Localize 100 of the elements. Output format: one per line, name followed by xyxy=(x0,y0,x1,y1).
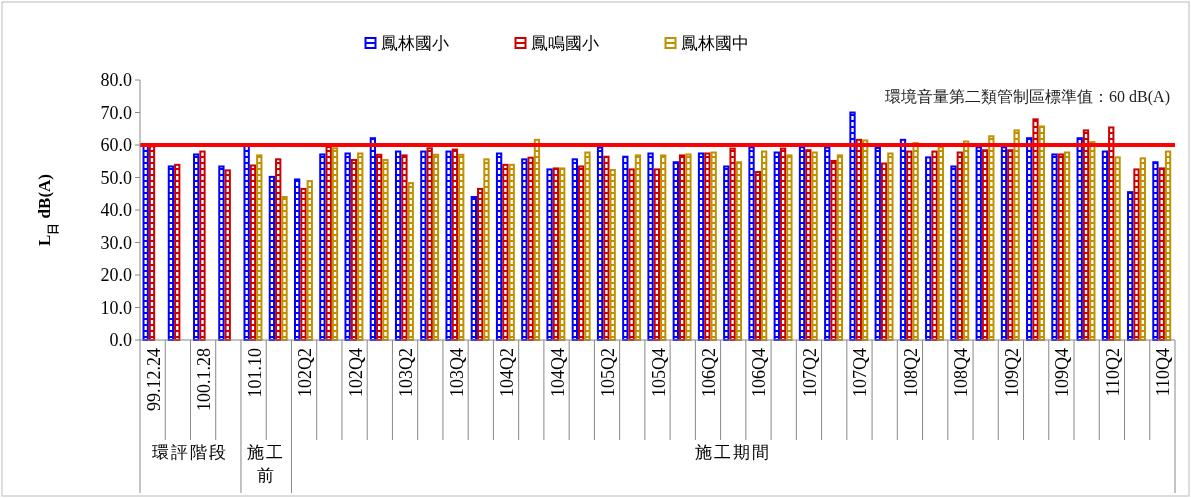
bar xyxy=(779,147,787,341)
x-tick-label: 100.1.28 xyxy=(194,348,215,411)
bar xyxy=(672,161,679,341)
text: 環評階段 xyxy=(152,443,229,462)
bar xyxy=(281,196,288,341)
bar xyxy=(275,158,282,341)
x-tick-label: 99.12.24 xyxy=(143,348,164,411)
y-tick-label: 60.0 xyxy=(100,135,132,155)
bar xyxy=(798,146,806,341)
bar xyxy=(495,152,503,341)
bar xyxy=(445,150,452,341)
x-tick-label: 105Q2 xyxy=(598,348,619,397)
bar xyxy=(1051,153,1058,341)
bar xyxy=(584,151,591,341)
bar xyxy=(855,138,862,341)
y-tick-label: 70.0 xyxy=(100,102,132,123)
bar xyxy=(975,146,982,341)
legend-label: 鳳林國小 xyxy=(380,34,449,53)
bar xyxy=(937,146,945,341)
bar xyxy=(811,151,818,341)
bar xyxy=(527,156,534,341)
x-tick-label: 110Q4 xyxy=(1153,348,1174,397)
bar xyxy=(306,180,313,341)
bar xyxy=(697,152,705,341)
bar xyxy=(268,175,276,341)
bar xyxy=(533,138,541,341)
bar xyxy=(1057,153,1064,341)
x-tick-label: 109Q2 xyxy=(1001,348,1022,397)
bar xyxy=(193,153,200,341)
bar xyxy=(925,156,932,341)
bar xyxy=(546,168,553,341)
bar xyxy=(824,146,831,341)
bar xyxy=(609,169,616,341)
x-tick-label: 110Q2 xyxy=(1102,348,1123,397)
bar xyxy=(653,168,661,341)
bar xyxy=(344,152,351,341)
y-tick-label: 80.0 xyxy=(100,70,132,90)
bar xyxy=(243,145,250,341)
bar xyxy=(1038,125,1045,341)
bar xyxy=(521,158,528,341)
bar xyxy=(483,158,490,341)
bar xyxy=(988,135,995,341)
bar xyxy=(300,187,307,341)
bar xyxy=(142,144,149,341)
x-tick-label: 104Q4 xyxy=(547,348,568,397)
text: 施工期間 xyxy=(695,443,772,462)
bar xyxy=(704,152,711,341)
bar xyxy=(634,154,642,341)
bar xyxy=(426,147,433,341)
bar xyxy=(174,163,181,341)
bar xyxy=(962,140,970,341)
bar xyxy=(950,165,957,341)
bar xyxy=(1152,161,1159,341)
y-tick-label: 30.0 xyxy=(100,232,132,253)
bar xyxy=(622,155,629,341)
ref-line-label: 環境音量第二類管制區標準值：60 dB(A) xyxy=(885,88,1170,106)
bar xyxy=(880,162,888,341)
bar xyxy=(407,182,414,341)
bar xyxy=(1108,126,1115,341)
x-tick-label: 107Q4 xyxy=(850,348,871,397)
bar xyxy=(849,111,856,341)
bar xyxy=(887,152,894,341)
y-tick-label: 0.0 xyxy=(109,330,132,350)
x-tick-label: 106Q4 xyxy=(749,348,770,397)
bar xyxy=(1089,141,1096,341)
bar xyxy=(660,154,667,341)
bar xyxy=(357,152,364,341)
bar xyxy=(1158,167,1165,341)
bar xyxy=(218,165,225,341)
bar xyxy=(394,150,402,341)
bar xyxy=(830,159,837,341)
bar xyxy=(805,149,812,341)
bar xyxy=(420,150,427,341)
x-tick-label: 109Q4 xyxy=(1052,348,1073,397)
x-tick-label: 101.10 xyxy=(244,348,265,398)
bar xyxy=(432,153,440,341)
bar xyxy=(502,163,509,341)
bar xyxy=(710,151,717,341)
bar xyxy=(1000,146,1008,341)
bar xyxy=(723,165,730,341)
bar xyxy=(836,154,844,341)
bar xyxy=(325,145,332,341)
bar xyxy=(167,165,175,341)
bar xyxy=(1013,129,1020,341)
bar xyxy=(1133,168,1140,341)
bar xyxy=(1164,150,1172,341)
bar xyxy=(678,154,686,341)
bar xyxy=(685,153,692,341)
legend-label: 鳳林國中 xyxy=(680,34,749,53)
bar xyxy=(956,151,963,341)
bar xyxy=(874,146,881,341)
x-tick-label: 107Q2 xyxy=(799,348,820,397)
x-tick-label: 108Q2 xyxy=(900,348,921,397)
bar xyxy=(1114,156,1121,341)
bar xyxy=(735,161,743,341)
bar xyxy=(899,138,907,341)
x-tick-label: 103Q4 xyxy=(446,348,467,397)
bar xyxy=(786,154,793,341)
bar xyxy=(603,155,610,341)
bar xyxy=(376,153,383,341)
